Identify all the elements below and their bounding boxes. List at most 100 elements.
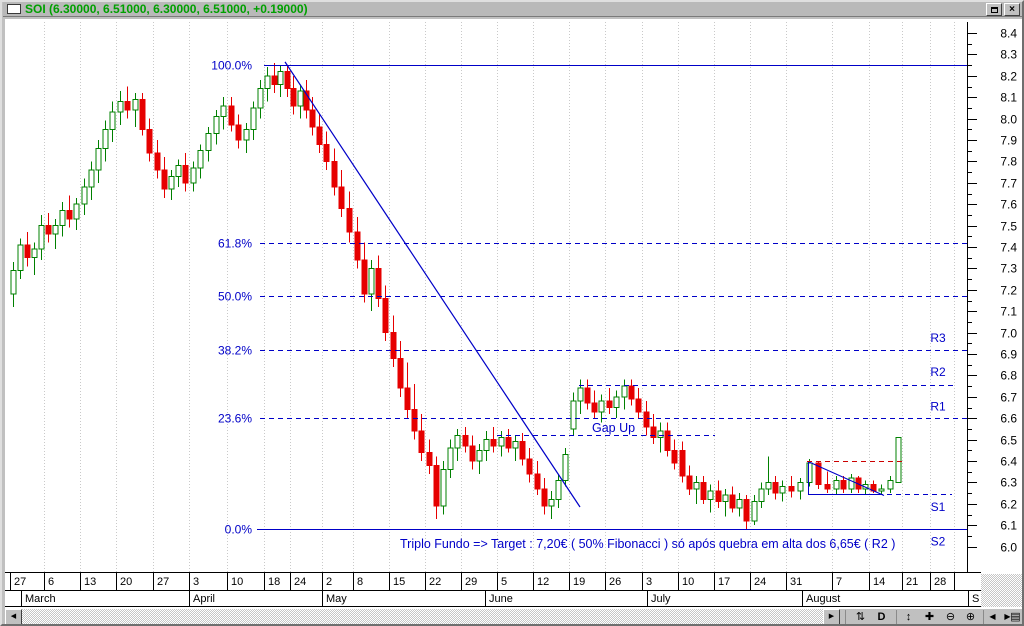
candle-down: [505, 436, 512, 449]
triangle-hypotenuse[interactable]: [807, 461, 885, 496]
day-label: 27: [14, 576, 26, 588]
candle-down: [679, 449, 686, 477]
restore-icon: [990, 6, 998, 13]
candle-up: [722, 494, 729, 503]
candle-up: [205, 133, 212, 152]
candle-down: [606, 400, 613, 408]
candle-up: [751, 501, 758, 522]
candle-up: [454, 434, 461, 449]
candle-up: [878, 488, 885, 492]
bottom-scrollbar[interactable]: ◀ ▶ ⇅ D ↕ ✚ ⊖ ⊕ ◀ ▶ ▤: [5, 609, 1022, 624]
daily-periodicity-button[interactable]: D: [873, 609, 890, 624]
fib-label-100.0%: 100.0%: [211, 59, 252, 73]
candle-down: [469, 445, 476, 462]
scroll-left-button[interactable]: ◀: [5, 609, 22, 624]
day-label: 17: [718, 576, 730, 588]
candle-up: [613, 396, 620, 408]
candle-up: [548, 499, 555, 507]
candle-down: [24, 244, 31, 259]
candle-down: [309, 109, 316, 128]
candle-down: [686, 475, 693, 490]
restore-button[interactable]: [986, 3, 1002, 16]
price-tick-label: 8.2: [1000, 70, 1017, 84]
scrollbar-track[interactable]: [22, 609, 823, 624]
close-icon: ×: [1009, 4, 1015, 15]
candle-up: [797, 481, 804, 492]
gap-up-label: Gap Up: [592, 421, 635, 435]
candle-down: [433, 464, 440, 507]
price-tick-label: 8.4: [1000, 27, 1017, 41]
day-label: 24: [754, 576, 766, 588]
layout-button[interactable]: ▤: [1008, 609, 1022, 624]
day-label: 13: [84, 576, 96, 588]
candle-down: [303, 90, 310, 111]
fibonacci-retracement[interactable]: 100.0% 61.8% 50.0% 38.2% 23.6% 0.0%: [211, 59, 967, 537]
price-tick-label: 6.4: [1000, 455, 1017, 469]
candle-down: [146, 128, 153, 154]
candle-up: [562, 454, 569, 481]
chart-area[interactable]: 100.0% 61.8% 50.0% 38.2% 23.6% 0.0% R3 R2 R1 S1 S2…: [5, 19, 1023, 609]
date-axis: 27 6 13 20 27 3 10 18 24 2 8 15 22 29 5 12 19 26 3 10 17 24 31…: [5, 572, 981, 607]
candle-up: [577, 387, 584, 402]
page-right-button[interactable]: ▶: [1000, 609, 1015, 624]
candle-down: [346, 207, 353, 233]
day-label: 14: [873, 576, 885, 588]
fib-label-0.0%: 0.0%: [225, 523, 253, 537]
month-label: April: [193, 593, 215, 605]
day-label: 2: [326, 576, 332, 588]
candle-down: [375, 267, 382, 299]
candle-down: [182, 165, 189, 184]
month-label: S: [972, 593, 979, 605]
candle-down: [124, 100, 131, 111]
day-label: 22: [429, 576, 441, 588]
candle-down: [354, 231, 361, 261]
candle-up: [132, 98, 139, 111]
day-label: 15: [393, 576, 405, 588]
level-label-R1: R1: [930, 399, 946, 413]
day-label: 27: [157, 576, 169, 588]
day-label: 18: [268, 576, 280, 588]
fib-label-38.2%: 38.2%: [218, 344, 252, 358]
candle-up: [190, 167, 197, 184]
price-tick-label: 6.8: [1000, 369, 1017, 383]
zoom-out-button[interactable]: ⊖: [942, 609, 959, 624]
day-label: 19: [573, 576, 585, 588]
candle-down: [700, 481, 707, 501]
pan-button[interactable]: ✚: [921, 609, 938, 624]
system-menu-icon[interactable]: [7, 4, 21, 14]
candle-down: [154, 152, 161, 171]
candle-up: [88, 169, 95, 188]
candle-up: [197, 150, 204, 169]
candle-down: [490, 439, 497, 447]
day-label: 7: [836, 576, 842, 588]
candle-down: [418, 430, 425, 453]
candle-down: [541, 488, 548, 507]
candle-down: [715, 490, 722, 503]
day-label: 20: [120, 576, 132, 588]
scroll-right-button[interactable]: ▶: [823, 609, 840, 624]
price-tick-label: 7.8: [1000, 155, 1017, 169]
candlestick-chart-canvas[interactable]: 100.0%61.8%50.0%38.2%23.6%0.0%R3R2R1S1S2…: [5, 19, 1023, 609]
price-tick-label: 7.4: [1000, 241, 1017, 255]
candle-down: [729, 494, 736, 509]
cycle-periodicity-button[interactable]: ⇅: [852, 609, 869, 624]
title-bar[interactable]: SOI (6.30000, 6.51000, 6.30000, 6.51000,…: [3, 2, 1022, 17]
day-label: 26: [609, 576, 621, 588]
day-label: 8: [357, 576, 363, 588]
page-left-button[interactable]: ◀: [985, 609, 1000, 624]
candle-up: [213, 115, 220, 135]
day-label: 6: [48, 576, 54, 588]
day-label: 21: [906, 576, 918, 588]
candle-up: [59, 210, 66, 227]
fit-vertical-button[interactable]: ↕: [900, 609, 917, 624]
downtrend-line[interactable]: [284, 61, 581, 508]
price-axis: 8.4 8.3 8.2 8.1 8.0 7.9 7.8 7.7 7.6 7.5 7.4 7.3 7.2 7…: [967, 22, 1017, 572]
descending-triangle[interactable]: [807, 461, 902, 496]
month-label: June: [489, 593, 513, 605]
price-tick-label: 8.3: [1000, 48, 1017, 62]
close-button[interactable]: ×: [1004, 3, 1020, 16]
candle-up: [52, 225, 59, 235]
zoom-in-button[interactable]: ⊕: [962, 609, 979, 624]
candle-up: [220, 105, 227, 117]
level-label-R2: R2: [930, 365, 946, 379]
